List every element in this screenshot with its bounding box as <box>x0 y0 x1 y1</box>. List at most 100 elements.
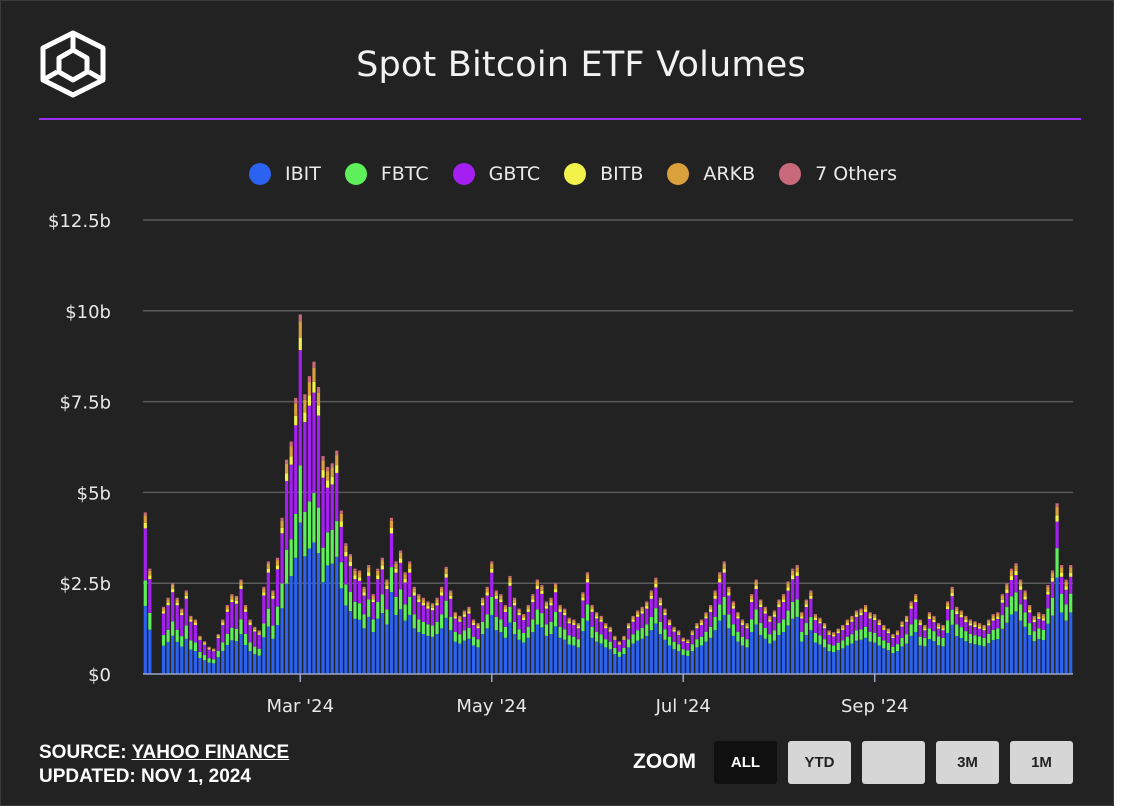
zoom-button-ytd[interactable]: YTD <box>788 741 851 784</box>
bar-segment-ibit <box>1055 577 1059 674</box>
bar-segment-gbtc <box>421 605 425 622</box>
bar-segment-arkb <box>613 636 617 639</box>
bar-segment-fbtc <box>991 629 995 641</box>
bar-segment-arkb <box>622 636 626 639</box>
bar-segment-ibit <box>873 642 877 674</box>
bar-segment-7-others <box>695 623 699 625</box>
bar-segment-fbtc <box>645 624 649 636</box>
bar-segment-bitb <box>449 595 453 599</box>
zoom-button-3m[interactable]: 3M <box>936 741 999 784</box>
bar-segment-fbtc <box>704 631 708 642</box>
bar-segment-gbtc <box>959 617 963 628</box>
bar-segment-ibit <box>294 557 298 674</box>
bar-segment-fbtc <box>248 642 252 652</box>
bar-segment-ibit <box>740 645 745 674</box>
bar-segment-bitb <box>576 626 580 629</box>
bar-segment-ibit <box>449 630 453 674</box>
bar-segment-7-others <box>631 615 635 618</box>
bar-segment-arkb <box>640 608 644 612</box>
bar-segment-gbtc <box>148 579 152 613</box>
bar-segment-fbtc <box>421 621 425 634</box>
legend-item-7-others[interactable]: 7 Others <box>779 163 897 185</box>
bar-segment-ibit <box>1069 612 1073 674</box>
bar-segment-7-others <box>494 590 498 593</box>
bar-segment-fbtc <box>376 601 380 619</box>
bar-segment-7-others <box>421 597 425 600</box>
legend-item-gbtc[interactable]: GBTC <box>452 163 540 185</box>
bar-segment-gbtc <box>631 621 635 635</box>
bar-segment-arkb <box>357 572 362 578</box>
bar-segment-7-others <box>854 610 859 612</box>
bar-segment-ibit <box>1050 615 1055 674</box>
bar-segment-7-others <box>822 623 827 625</box>
bar-segment-7-others <box>617 641 621 642</box>
bar-segment-ibit <box>750 632 754 674</box>
bar-segment-7-others <box>289 441 293 447</box>
bar-segment-arkb <box>161 608 166 612</box>
bar-segment-ibit <box>818 644 822 674</box>
bar-segment-bitb <box>690 633 694 635</box>
legend-item-fbtc[interactable]: FBTC <box>344 163 429 185</box>
bar-segment-ibit <box>727 628 731 674</box>
bar-segment-7-others <box>727 586 731 589</box>
bar-segment-ibit <box>996 639 1000 674</box>
bar-segment-7-others <box>316 387 321 393</box>
bar-segment-fbtc <box>444 600 448 618</box>
bar-segment-gbtc <box>772 616 776 631</box>
zoom-button-1m[interactable]: 1M <box>1010 741 1073 784</box>
bar-segment-gbtc <box>544 608 549 625</box>
bar-segment-ibit <box>991 640 995 674</box>
bar-segment-bitb <box>512 602 517 606</box>
legend-item-bitb[interactable]: BITB <box>564 163 643 185</box>
bar-segment-7-others <box>950 586 954 589</box>
bar-segment-bitb <box>380 565 384 570</box>
zoom-button-all[interactable]: ALL <box>714 741 777 784</box>
bar-segment-arkb <box>408 563 412 569</box>
bar-segment-bitb <box>166 602 170 606</box>
bar-segment-gbtc <box>686 642 690 651</box>
bar-segment-arkb <box>1050 572 1055 578</box>
bar-segment-7-others <box>1032 615 1036 618</box>
bar-segment-bitb <box>540 590 544 594</box>
bar-segment-fbtc <box>512 621 517 634</box>
bar-segment-ibit <box>339 588 343 674</box>
bar-segment-7-others <box>859 608 863 610</box>
bar-segment-gbtc <box>654 587 658 609</box>
bar-segment-bitb <box>868 616 872 619</box>
legend-dot <box>779 163 802 185</box>
legend-item-ibit[interactable]: IBIT <box>249 163 321 185</box>
bar-segment-bitb <box>654 584 658 588</box>
bar-segment-fbtc <box>161 635 166 646</box>
bar-segment-fbtc <box>763 628 767 639</box>
bar-segment-7-others <box>868 612 872 614</box>
zoom-button-blank[interactable] <box>862 741 925 784</box>
bar-segment-bitb <box>316 405 321 416</box>
bar-segment-ibit <box>777 634 781 674</box>
bar-segment-ibit <box>1009 614 1014 674</box>
legend-item-arkb[interactable]: ARKB <box>667 163 755 185</box>
legend-label: 7 Others <box>815 163 898 185</box>
bar-segment-7-others <box>148 568 152 571</box>
bar-segment-fbtc <box>490 596 494 615</box>
bar-segment-arkb <box>243 606 248 610</box>
y-tick-label: $7.5b <box>59 393 111 414</box>
bar-segment-arkb <box>321 460 325 471</box>
bar-segment-arkb <box>1028 606 1032 610</box>
bar-segment-7-others <box>649 590 653 593</box>
bar-segment-gbtc <box>184 598 188 626</box>
y-tick-label: $10b <box>65 302 111 323</box>
bar-segment-fbtc <box>184 625 188 639</box>
bar-segment-fbtc <box>353 601 357 619</box>
bar-segment-fbtc <box>540 613 544 628</box>
bar-segment-gbtc <box>946 609 950 621</box>
bar-segment-7-others <box>686 639 690 641</box>
bar-segment-gbtc <box>1037 618 1041 629</box>
source-link[interactable]: YAHOO FINANCE <box>131 742 290 763</box>
bar-segment-bitb <box>722 568 726 573</box>
bar-segment-7-others <box>946 601 950 603</box>
bar-segment-gbtc <box>941 630 945 638</box>
bar-segment-fbtc <box>212 659 216 664</box>
bar-segment-fbtc <box>882 640 886 649</box>
bar-segment-7-others <box>230 594 234 596</box>
legend-dot <box>249 163 271 185</box>
